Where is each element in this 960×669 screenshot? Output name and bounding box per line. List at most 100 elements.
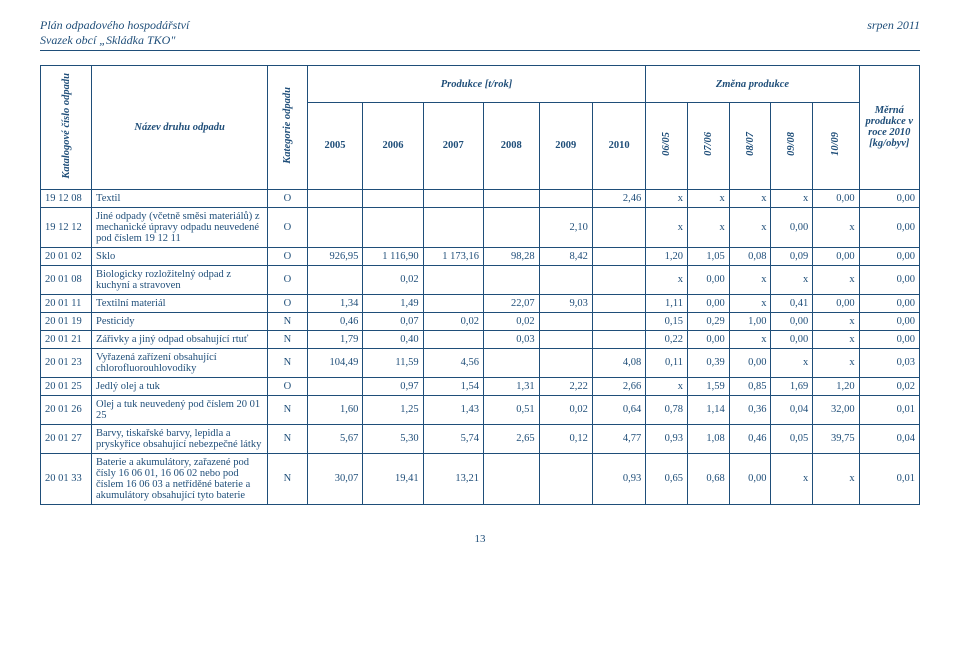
cell-change-value: x bbox=[771, 453, 813, 504]
cell-code: 20 01 33 bbox=[41, 453, 92, 504]
cell-change-value: x bbox=[813, 330, 859, 348]
cell-merna: 0,00 bbox=[859, 247, 919, 265]
cell-change-value: 1,20 bbox=[646, 247, 688, 265]
cell-change-value: 0,00 bbox=[771, 312, 813, 330]
cell-year-value: 926,95 bbox=[307, 247, 363, 265]
cell-year-value: 1,25 bbox=[363, 395, 423, 424]
th-chg: 06/05 bbox=[646, 103, 688, 189]
cell-change-value: 0,00 bbox=[771, 330, 813, 348]
th-kat: Kategorie odpadu bbox=[268, 66, 307, 190]
page-number: 13 bbox=[40, 533, 920, 545]
cell-year-value: 11,59 bbox=[363, 348, 423, 377]
cell-name: Pesticidy bbox=[92, 312, 268, 330]
cell-change-value: x bbox=[771, 265, 813, 294]
cell-year-value: 1,54 bbox=[423, 377, 483, 395]
cell-year-value: 19,41 bbox=[363, 453, 423, 504]
cell-year-value: 1,79 bbox=[307, 330, 363, 348]
cell-year-value: 5,74 bbox=[423, 424, 483, 453]
cell-year-value bbox=[423, 294, 483, 312]
cell-change-value: 0,93 bbox=[646, 424, 688, 453]
cell-category: N bbox=[268, 348, 307, 377]
cell-name: Textilní materiál bbox=[92, 294, 268, 312]
cell-code: 20 01 08 bbox=[41, 265, 92, 294]
cell-change-value: 0,65 bbox=[646, 453, 688, 504]
cell-change-value: 0,15 bbox=[646, 312, 688, 330]
cell-year-value bbox=[307, 265, 363, 294]
cell-change-value: 0,85 bbox=[729, 377, 771, 395]
table-row: 19 12 12Jiné odpady (včetně směsi materi… bbox=[41, 207, 920, 247]
cell-merna: 0,01 bbox=[859, 453, 919, 504]
table-row: 20 01 25Jedlý olej a tukO0,971,541,312,2… bbox=[41, 377, 920, 395]
cell-year-value: 1,43 bbox=[423, 395, 483, 424]
cell-year-value: 0,51 bbox=[483, 395, 539, 424]
th-produkce: Produkce [t/rok] bbox=[307, 66, 646, 103]
cell-year-value: 0,03 bbox=[483, 330, 539, 348]
cell-year-value: 2,66 bbox=[592, 377, 645, 395]
cell-merna: 0,02 bbox=[859, 377, 919, 395]
cell-change-value: 1,59 bbox=[688, 377, 730, 395]
cell-year-value bbox=[483, 348, 539, 377]
table-row: 20 01 11Textilní materiálO1,341,4922,079… bbox=[41, 294, 920, 312]
cell-code: 20 01 25 bbox=[41, 377, 92, 395]
th-name: Název druhu odpadu bbox=[92, 66, 268, 190]
cell-year-value: 8,42 bbox=[539, 247, 592, 265]
cell-year-value: 1,60 bbox=[307, 395, 363, 424]
cell-change-value: x bbox=[813, 312, 859, 330]
cell-year-value: 1,34 bbox=[307, 294, 363, 312]
cell-change-value: 32,00 bbox=[813, 395, 859, 424]
cell-change-value: 0,00 bbox=[771, 207, 813, 247]
cell-year-value bbox=[539, 265, 592, 294]
th-chg: 07/06 bbox=[688, 103, 730, 189]
header-title-2: Svazek obcí „Skládka TKO" bbox=[40, 33, 189, 48]
cell-change-value: x bbox=[688, 207, 730, 247]
table-row: 20 01 33Baterie a akumulátory, zařazené … bbox=[41, 453, 920, 504]
cell-year-value: 5,67 bbox=[307, 424, 363, 453]
cell-change-value: 0,09 bbox=[771, 247, 813, 265]
cell-change-value: x bbox=[646, 377, 688, 395]
table-row: 20 01 26Olej a tuk neuvedený pod číslem … bbox=[41, 395, 920, 424]
cell-year-value bbox=[423, 330, 483, 348]
cell-name: Zářivky a jiný odpad obsahující rtuť bbox=[92, 330, 268, 348]
cell-year-value bbox=[539, 348, 592, 377]
cell-name: Baterie a akumulátory, zařazené pod čísl… bbox=[92, 453, 268, 504]
th-chg: 10/09 bbox=[813, 103, 859, 189]
cell-change-value: x bbox=[646, 265, 688, 294]
cell-merna: 0,00 bbox=[859, 265, 919, 294]
cell-code: 20 01 23 bbox=[41, 348, 92, 377]
cell-merna: 0,00 bbox=[859, 330, 919, 348]
table-row: 20 01 02SkloO926,951 116,901 173,1698,28… bbox=[41, 247, 920, 265]
th-code: Katalogové číslo odpadu bbox=[41, 66, 92, 190]
cell-change-value: x bbox=[729, 189, 771, 207]
cell-change-value: 0,39 bbox=[688, 348, 730, 377]
cell-merna: 0,00 bbox=[859, 312, 919, 330]
cell-merna: 0,00 bbox=[859, 207, 919, 247]
cell-name: Textil bbox=[92, 189, 268, 207]
table-row: 20 01 19PesticidyN0,460,070,020,020,150,… bbox=[41, 312, 920, 330]
cell-year-value bbox=[539, 189, 592, 207]
cell-year-value: 0,93 bbox=[592, 453, 645, 504]
cell-code: 19 12 12 bbox=[41, 207, 92, 247]
table-row: 20 01 08Biologicky rozložitelný odpad z … bbox=[41, 265, 920, 294]
cell-year-value bbox=[483, 265, 539, 294]
cell-year-value: 2,10 bbox=[539, 207, 592, 247]
th-year: 2005 bbox=[307, 103, 363, 189]
cell-merna: 0,01 bbox=[859, 395, 919, 424]
cell-year-value: 1 173,16 bbox=[423, 247, 483, 265]
cell-year-value: 2,22 bbox=[539, 377, 592, 395]
cell-year-value bbox=[483, 189, 539, 207]
cell-category: O bbox=[268, 294, 307, 312]
cell-change-value: x bbox=[813, 265, 859, 294]
table-row: 20 01 21Zářivky a jiný odpad obsahující … bbox=[41, 330, 920, 348]
cell-change-value: 0,05 bbox=[771, 424, 813, 453]
th-chg: 09/08 bbox=[771, 103, 813, 189]
th-year: 2008 bbox=[483, 103, 539, 189]
cell-name: Barvy, tiskařské barvy, lepidla a prysky… bbox=[92, 424, 268, 453]
cell-change-value: 0,00 bbox=[729, 348, 771, 377]
cell-category: O bbox=[268, 265, 307, 294]
cell-change-value: 0,78 bbox=[646, 395, 688, 424]
cell-change-value: 0,00 bbox=[813, 294, 859, 312]
cell-change-value: 0,00 bbox=[688, 294, 730, 312]
cell-change-value: x bbox=[729, 207, 771, 247]
cell-change-value: x bbox=[729, 330, 771, 348]
cell-year-value: 22,07 bbox=[483, 294, 539, 312]
